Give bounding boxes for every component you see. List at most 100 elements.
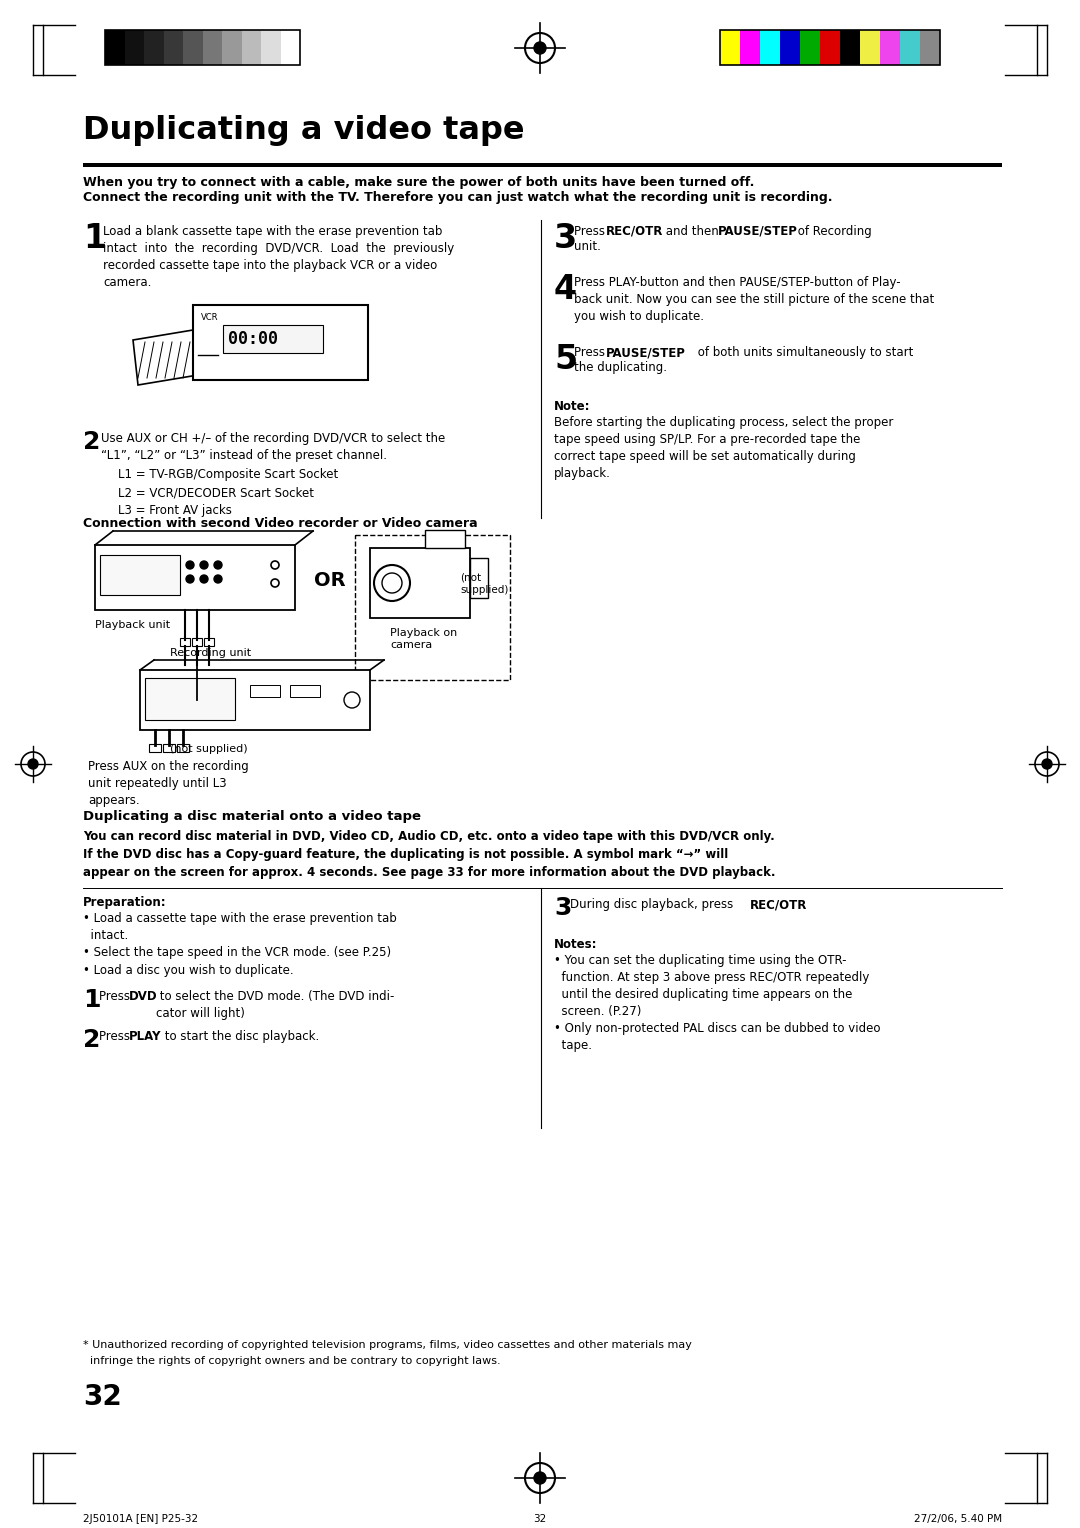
Text: the duplicating.: the duplicating. (573, 361, 667, 374)
Text: 32: 32 (534, 1514, 546, 1523)
Text: 2J50101A [EN] P25-32: 2J50101A [EN] P25-32 (83, 1514, 198, 1523)
Text: Note:: Note: (554, 400, 591, 413)
Text: .: . (802, 898, 806, 911)
Circle shape (200, 575, 208, 584)
Bar (370, 549, 470, 617)
Bar (180, 639, 190, 646)
Bar (880, 31, 900, 66)
Text: of both units simultaneously to start: of both units simultaneously to start (694, 345, 914, 359)
Text: unit.: unit. (573, 240, 600, 254)
Bar (261, 31, 281, 66)
Text: 2: 2 (83, 1028, 100, 1051)
Text: Duplicating a disc material onto a video tape: Duplicating a disc material onto a video… (83, 810, 421, 824)
Bar (281, 31, 300, 66)
Text: 27/2/06, 5.40 PM: 27/2/06, 5.40 PM (914, 1514, 1002, 1523)
Bar (900, 31, 920, 66)
Text: • Load a cassette tape with the erase prevention tab
  intact.: • Load a cassette tape with the erase pr… (83, 912, 396, 941)
Circle shape (214, 575, 222, 584)
Circle shape (28, 759, 38, 769)
Bar (193, 306, 368, 380)
Text: Use AUX or CH +/– of the recording DVD/VCR to select the
“L1”, “L2” or “L3” inst: Use AUX or CH +/– of the recording DVD/V… (102, 432, 445, 461)
Text: Press: Press (99, 990, 134, 1002)
Text: and then: and then (662, 225, 723, 238)
Text: PAUSE/STEP: PAUSE/STEP (606, 345, 686, 359)
Text: infringe the rights of copyright owners and be contrary to copyright laws.: infringe the rights of copyright owners … (83, 1355, 501, 1366)
Text: L3 = Front AV jacks: L3 = Front AV jacks (118, 504, 232, 516)
Text: 3: 3 (554, 222, 577, 255)
Bar (203, 31, 222, 66)
Text: Press: Press (573, 345, 609, 359)
Text: L2 = VCR/DECODER Scart Socket: L2 = VCR/DECODER Scart Socket (118, 486, 314, 500)
Circle shape (1042, 759, 1052, 769)
Text: 1: 1 (83, 989, 100, 1012)
Circle shape (186, 575, 194, 584)
Text: * Unauthorized recording of copyrighted television programs, films, video casset: * Unauthorized recording of copyrighted … (83, 1340, 692, 1351)
Text: Load a blank cassette tape with the erase prevention tab
intact  into  the  reco: Load a blank cassette tape with the eras… (103, 225, 455, 289)
Bar (242, 31, 261, 66)
Bar (820, 31, 840, 66)
Bar (145, 678, 235, 720)
Bar (163, 744, 175, 752)
Bar (740, 31, 760, 66)
Bar (222, 31, 242, 66)
Text: REC/OTR: REC/OTR (750, 898, 808, 911)
Bar (760, 31, 780, 66)
Bar (105, 31, 124, 66)
Text: • Select the tape speed in the VCR mode. (see P.25): • Select the tape speed in the VCR mode.… (83, 946, 391, 960)
Text: (not
supplied): (not supplied) (460, 573, 509, 594)
Text: 5: 5 (554, 342, 577, 376)
Bar (860, 31, 880, 66)
Bar (720, 31, 740, 66)
Bar (95, 545, 295, 610)
Text: 1: 1 (83, 222, 106, 255)
Polygon shape (133, 330, 198, 385)
Text: OR: OR (314, 570, 346, 590)
Text: L1 = TV-RGB/Composite Scart Socket: L1 = TV-RGB/Composite Scart Socket (118, 468, 338, 481)
Text: 4: 4 (554, 274, 577, 306)
Bar (780, 31, 800, 66)
Text: Playback on
camera: Playback on camera (390, 628, 457, 649)
Text: PLAY: PLAY (129, 1030, 162, 1044)
Bar (920, 31, 940, 66)
Bar (470, 558, 488, 597)
Text: PAUSE/STEP: PAUSE/STEP (718, 225, 798, 238)
Text: of Recording: of Recording (794, 225, 872, 238)
Text: VCR: VCR (201, 313, 218, 322)
Bar (140, 669, 370, 730)
Text: DVD: DVD (129, 990, 158, 1002)
Text: Connection with second Video recorder or Video camera: Connection with second Video recorder or… (83, 516, 477, 530)
Text: 32: 32 (83, 1383, 122, 1410)
Bar (355, 535, 510, 680)
Bar (204, 639, 214, 646)
Bar (291, 685, 320, 697)
Bar (105, 31, 300, 66)
Circle shape (534, 41, 546, 53)
Circle shape (534, 1471, 546, 1484)
Text: During disc playback, press: During disc playback, press (570, 898, 737, 911)
Text: When you try to connect with a cable, make sure the power of both units have bee: When you try to connect with a cable, ma… (83, 176, 833, 205)
Text: REC/OTR: REC/OTR (606, 225, 663, 238)
Text: Recording unit: Recording unit (170, 648, 252, 659)
Text: • Load a disc you wish to duplicate.: • Load a disc you wish to duplicate. (83, 964, 294, 976)
Circle shape (186, 561, 194, 568)
Bar (177, 744, 189, 752)
Bar (426, 530, 465, 549)
Text: Press PLAY-button and then PAUSE/STEP-button of Play-
back unit. Now you can see: Press PLAY-button and then PAUSE/STEP-bu… (573, 277, 934, 322)
Circle shape (200, 561, 208, 568)
Bar (183, 31, 203, 66)
Text: 2: 2 (83, 429, 100, 454)
Bar (144, 31, 163, 66)
Text: You can record disc material in DVD, Video CD, Audio CD, etc. onto a video tape : You can record disc material in DVD, Vid… (83, 830, 774, 843)
Text: (not supplied): (not supplied) (170, 744, 247, 753)
Text: • Only non-protected PAL discs can be dubbed to video
  tape.: • Only non-protected PAL discs can be du… (554, 1022, 880, 1051)
Text: Press: Press (99, 1030, 134, 1044)
Text: • You can set the duplicating time using the OTR-
  function. At step 3 above pr: • You can set the duplicating time using… (554, 953, 869, 1018)
Bar (83, 163, 1002, 167)
Text: 00:00: 00:00 (228, 330, 278, 348)
Bar (720, 31, 940, 66)
Bar (222, 325, 323, 353)
Text: Press AUX on the recording
unit repeatedly until L3
appears.: Press AUX on the recording unit repeated… (87, 759, 248, 807)
Text: Playback unit: Playback unit (95, 620, 171, 630)
Circle shape (214, 561, 222, 568)
Text: 3: 3 (554, 895, 571, 920)
